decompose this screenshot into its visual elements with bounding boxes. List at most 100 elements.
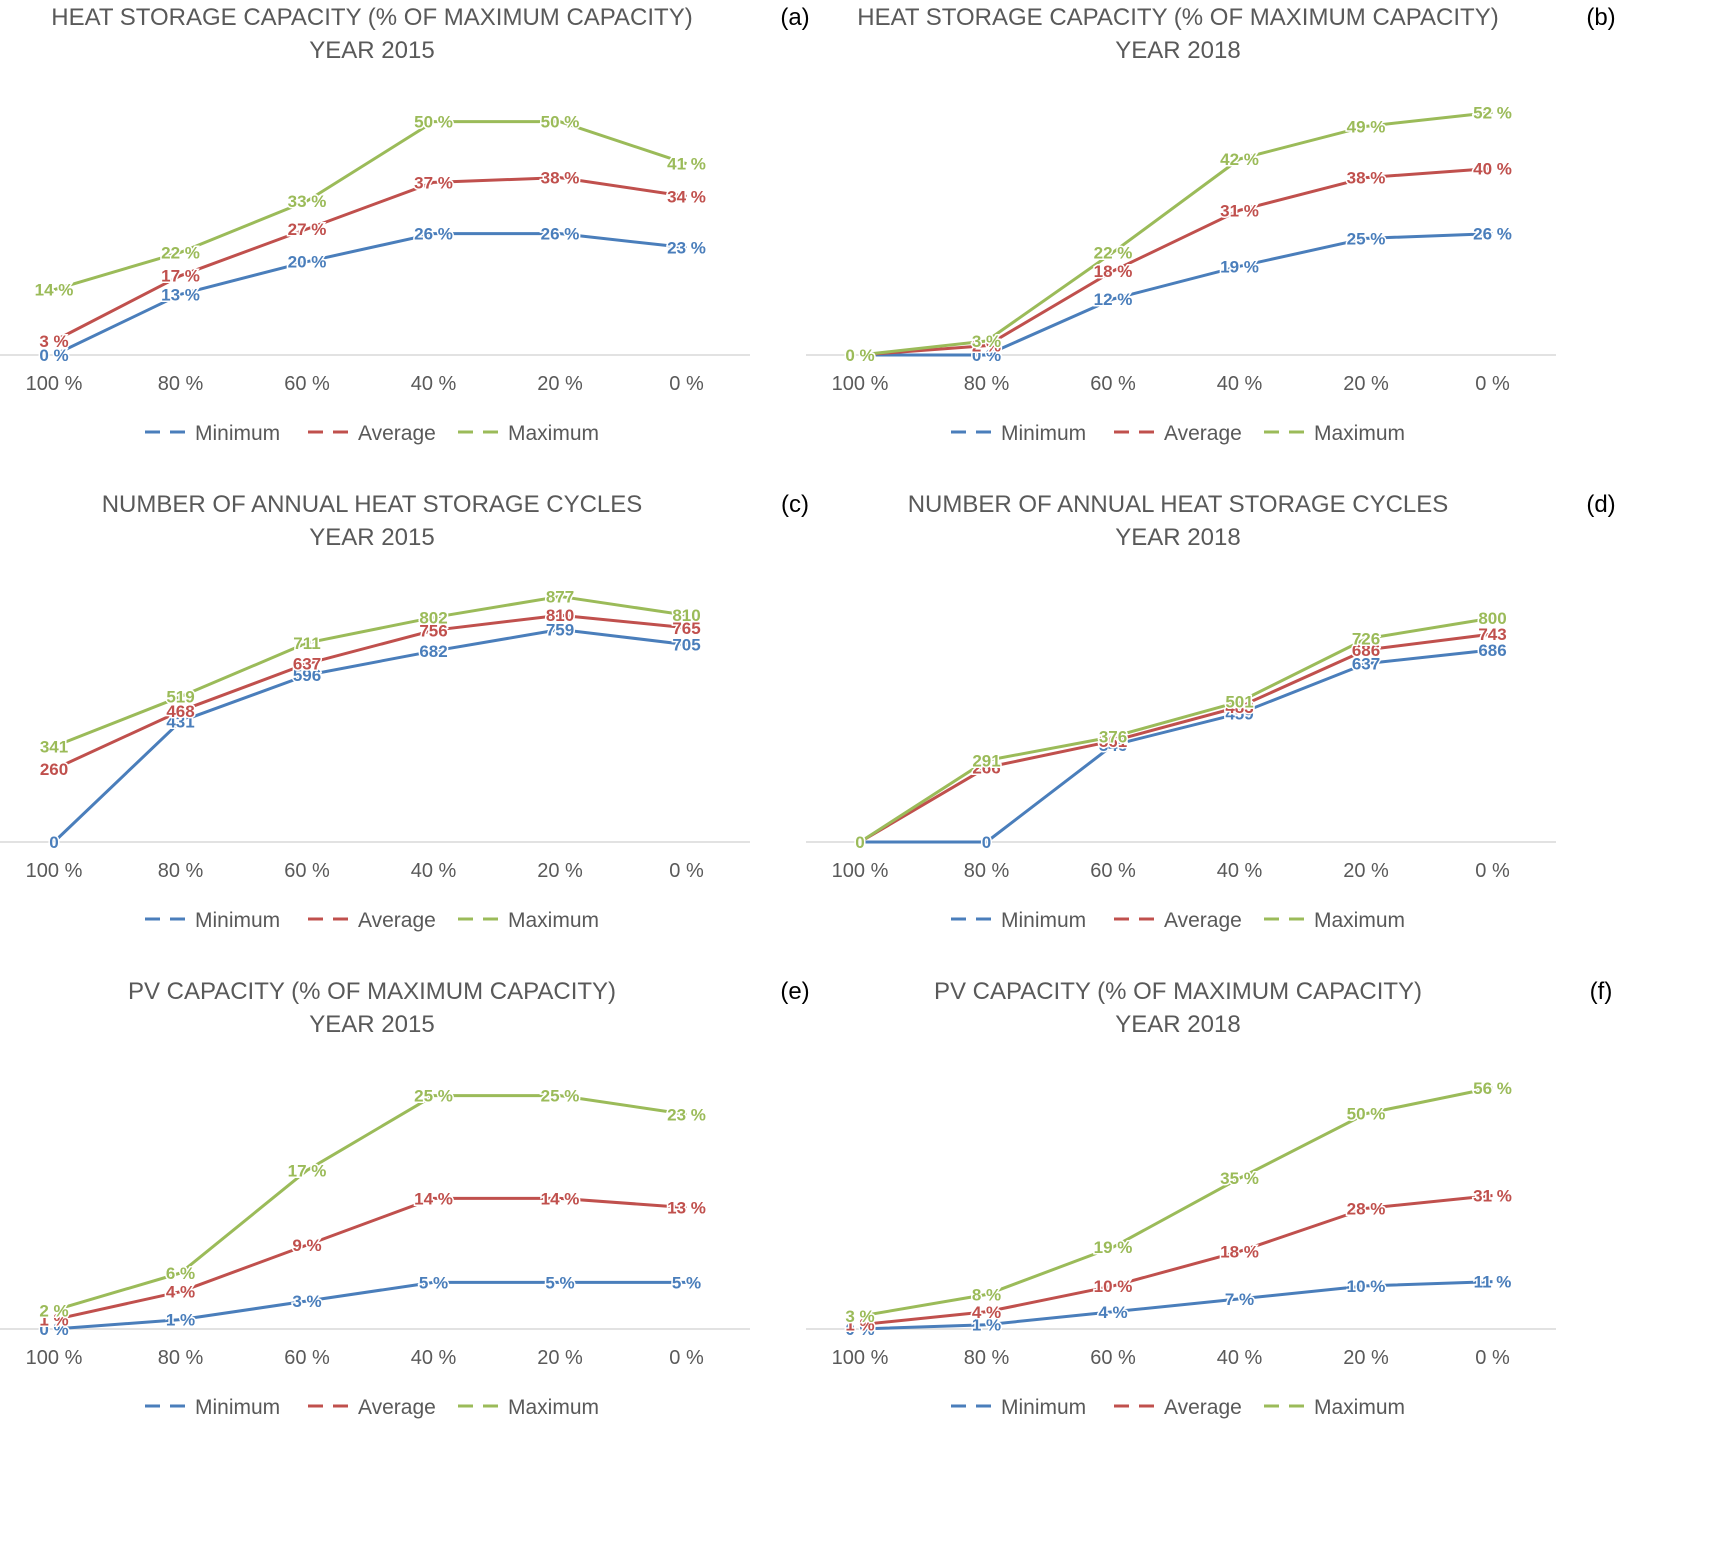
x-tick-label: 60 %	[1090, 860, 1136, 882]
data-label-minimum: 20 %	[288, 253, 327, 272]
x-tick-label: 40 %	[411, 860, 457, 882]
data-label-average: 37 %	[414, 173, 453, 192]
data-label-average: 1 %	[845, 1316, 874, 1335]
panel-tag: (b)	[1586, 4, 1615, 31]
data-label-average: 483	[1225, 698, 1253, 717]
x-tick-label: 20 %	[1343, 373, 1389, 395]
legend-item-average: Average	[1114, 1396, 1242, 1419]
chart-svg-f: PV CAPACITY (% OF MAXIMUM CAPACITY) YEAR …	[806, 978, 1612, 1419]
data-label-minimum: 26 %	[541, 225, 580, 244]
legend-item-minimum: Minimum	[145, 422, 280, 445]
legend-item-maximum: Maximum	[1264, 1396, 1405, 1419]
x-tick-label: 20 %	[1343, 1347, 1389, 1369]
data-label-maximum: 49 %	[1347, 117, 1386, 136]
data-label-minimum: 0	[855, 833, 864, 852]
data-label-average: 1 %	[39, 1311, 68, 1330]
x-tick-label: 100 %	[832, 373, 889, 395]
data-label-average: 3 %	[39, 332, 68, 351]
data-label-average: 743	[1478, 625, 1506, 644]
data-label-maximum: 2 %	[39, 1301, 68, 1320]
legend-item-minimum: Minimum	[145, 1396, 280, 1419]
x-tick-label: 80 %	[158, 373, 204, 395]
legend-item-average: Average	[308, 1396, 436, 1419]
chart-subtitle: YEAR 2015	[309, 524, 434, 551]
x-tick-label: 40 %	[1217, 860, 1263, 882]
series-line-average	[859, 1193, 1493, 1327]
data-label-minimum: 459	[1225, 704, 1253, 723]
data-label-minimum: 686	[1478, 641, 1506, 660]
data-label-minimum: 0 %	[972, 346, 1001, 365]
x-tick-label: 20 %	[1343, 860, 1389, 882]
series-line-average	[53, 1196, 687, 1322]
legend-label: Minimum	[195, 422, 280, 445]
data-label-minimum: 637	[1352, 655, 1380, 674]
legend-label: Minimum	[1001, 422, 1086, 445]
x-tick-label: 100 %	[832, 1347, 889, 1369]
data-label-minimum: 0	[982, 833, 991, 852]
data-label-average: 28 %	[1347, 1199, 1386, 1218]
data-label-minimum: 26 %	[414, 225, 453, 244]
series-line-minimum	[860, 648, 1493, 844]
data-label-maximum: 23 %	[667, 1105, 706, 1124]
legend-label: Maximum	[508, 422, 599, 445]
data-label-average: 34 %	[667, 187, 706, 206]
chart-title: PV CAPACITY (% OF MAXIMUM CAPACITY)	[934, 978, 1422, 1005]
data-label-average: 31 %	[1220, 201, 1259, 220]
series-line-maximum	[53, 1094, 687, 1312]
x-tick-label: 0 %	[1475, 1347, 1510, 1369]
data-label-minimum: 5 %	[419, 1273, 448, 1292]
data-label-minimum: 0 %	[39, 1320, 68, 1339]
chart-title: HEAT STORAGE CAPACITY (% OF MAXIMUM CAPA…	[51, 4, 692, 31]
x-tick-label: 60 %	[284, 1347, 330, 1369]
data-label-average: 38 %	[1347, 169, 1386, 188]
legend-item-average: Average	[308, 909, 436, 932]
series-line-maximum	[859, 1086, 1493, 1318]
data-label-average: 765	[672, 619, 700, 638]
data-label-maximum: 50 %	[541, 113, 580, 132]
series-line-average	[53, 176, 687, 343]
data-label-average: 9 %	[292, 1236, 321, 1255]
data-label-maximum: 52 %	[1473, 103, 1512, 122]
data-label-maximum: 22 %	[161, 243, 200, 262]
series-line-average	[859, 632, 1493, 844]
data-label-minimum: 12 %	[1094, 290, 1133, 309]
data-label-maximum: 726	[1352, 630, 1380, 649]
legend-label: Average	[1164, 1396, 1242, 1419]
data-label-minimum: 23 %	[667, 239, 706, 258]
panel-tag: (a)	[780, 4, 809, 31]
data-label-maximum: 519	[166, 688, 194, 707]
data-label-maximum: 291	[972, 752, 1000, 771]
chart-svg-c: NUMBER OF ANNUAL HEAT STORAGE CYCLES YEAR…	[0, 491, 809, 932]
series-line-minimum	[52, 627, 687, 844]
chart-panel-e: PV CAPACITY (% OF MAXIMUM CAPACITY) YEAR …	[0, 974, 859, 1493]
panel-tag: (c)	[781, 491, 809, 518]
data-label-maximum: 0	[855, 833, 864, 852]
data-label-maximum: 376	[1099, 728, 1127, 747]
series-line-minimum	[53, 232, 687, 357]
data-label-average: 0 %	[845, 346, 874, 365]
legend-label: Minimum	[195, 909, 280, 932]
data-label-minimum: 431	[166, 712, 194, 731]
data-label-minimum: 1 %	[166, 1311, 195, 1330]
x-tick-label: 60 %	[284, 860, 330, 882]
chart-subtitle: YEAR 2018	[1115, 37, 1240, 64]
data-label-maximum: 3 %	[972, 332, 1001, 351]
data-label-minimum: 19 %	[1220, 257, 1259, 276]
data-label-minimum: 0 %	[39, 346, 68, 365]
legend-label: Average	[358, 909, 436, 932]
x-tick-label: 40 %	[1217, 1347, 1263, 1369]
legend-item-minimum: Minimum	[951, 909, 1086, 932]
series-line-minimum	[859, 1280, 1493, 1331]
series-line-average	[859, 166, 1493, 357]
x-tick-label: 0 %	[669, 1347, 704, 1369]
data-label-average: 637	[293, 655, 321, 674]
chart-panel-f: PV CAPACITY (% OF MAXIMUM CAPACITY) YEAR …	[806, 974, 1665, 1493]
data-label-minimum: 0	[49, 833, 58, 852]
x-tick-label: 0 %	[669, 860, 704, 882]
legend-item-minimum: Minimum	[145, 909, 280, 932]
series-line-maximum	[859, 110, 1493, 357]
data-label-maximum: 0 %	[845, 346, 874, 365]
legend-item-maximum: Maximum	[458, 422, 599, 445]
data-label-minimum: 0 %	[845, 346, 874, 365]
x-tick-label: 60 %	[1090, 373, 1136, 395]
